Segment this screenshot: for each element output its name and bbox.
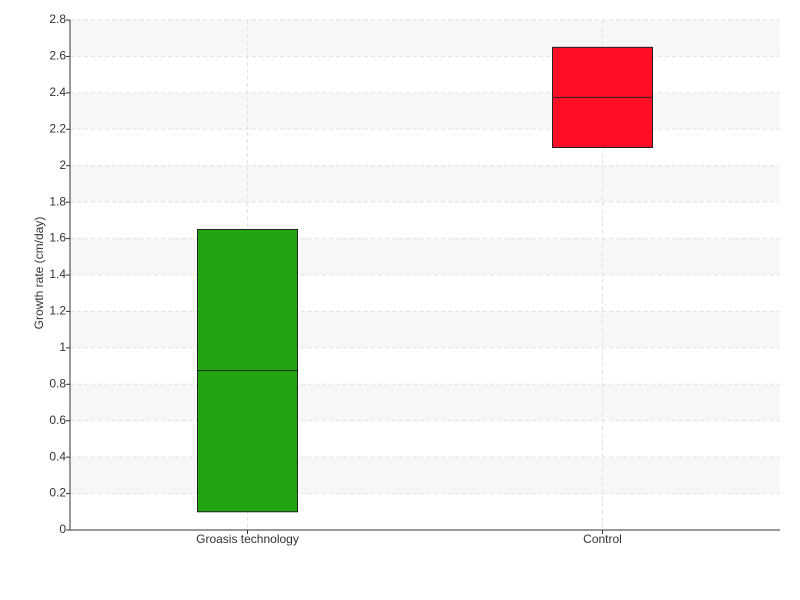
grid-band bbox=[70, 457, 780, 494]
y-tick-label: 1 bbox=[59, 340, 66, 354]
y-tick-label: 0.2 bbox=[49, 486, 66, 500]
grid-band bbox=[70, 92, 780, 130]
y-tick-label: 2.2 bbox=[49, 121, 66, 135]
y-tick-label: 1.2 bbox=[49, 304, 66, 318]
y-tick-label: 1.8 bbox=[49, 194, 66, 208]
y-axis-label: Growth rate (cm/day) bbox=[32, 217, 46, 330]
x-tick-label: Control bbox=[583, 532, 622, 546]
y-tick-label: 2.6 bbox=[49, 49, 66, 63]
y-tick-label: 0.4 bbox=[49, 449, 66, 463]
grid-band bbox=[70, 238, 780, 275]
grid-band bbox=[70, 165, 780, 203]
y-tick-label: 0 bbox=[59, 522, 66, 536]
x-tick-label: Groasis technology bbox=[196, 532, 299, 546]
y-tick-label: 1.4 bbox=[49, 267, 66, 281]
grid-band bbox=[70, 20, 780, 57]
grid-band bbox=[70, 311, 780, 348]
y-tick-label: 2 bbox=[59, 158, 66, 172]
y-tick-label: 1.6 bbox=[49, 231, 66, 245]
grid-band bbox=[70, 384, 780, 421]
y-tick-label: 0.8 bbox=[49, 376, 66, 390]
y-tick-label: 0.6 bbox=[49, 413, 66, 427]
y-tick-label: 2.8 bbox=[49, 12, 66, 26]
y-tick-label: 2.4 bbox=[49, 85, 66, 99]
